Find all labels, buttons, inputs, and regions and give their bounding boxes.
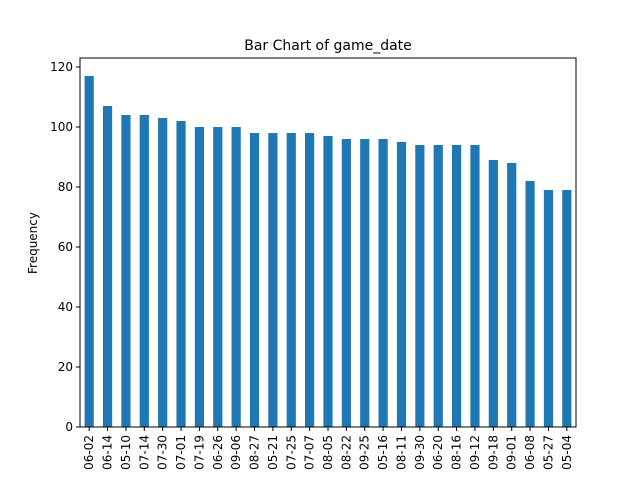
y-tick-label: 80 [58, 180, 73, 194]
x-axis: 06-02 06-14 05-10 07-14 07-30 07-01 07-19 06-26… [82, 427, 574, 470]
bar-07-07 [305, 133, 315, 427]
bar-08-16 [452, 145, 462, 427]
x-tick-label: 09-25 [358, 435, 372, 470]
x-tick-label: 06-02 [82, 435, 96, 470]
y-tick-label: 100 [50, 120, 73, 134]
y-tick-label: 120 [50, 60, 73, 74]
x-tick-label: 08-16 [450, 435, 464, 470]
x-tick-label: 07-14 [137, 435, 151, 470]
x-tick-label: 07-07 [303, 435, 317, 470]
bar-08-05 [323, 136, 333, 427]
plot-frame [79, 57, 577, 428]
y-tick-label: 20 [58, 360, 73, 374]
bar-07-25 [286, 133, 296, 427]
bar-05-21 [268, 133, 278, 427]
bar-06-14 [102, 106, 113, 427]
bar-09-30 [415, 145, 425, 427]
bar-07-19 [194, 127, 204, 427]
bar-05-10 [121, 115, 131, 427]
x-tick-label: 09-18 [486, 435, 500, 470]
x-tick-label: 06-26 [211, 435, 225, 470]
bar-07-30 [158, 118, 168, 427]
x-tick-label: 05-04 [560, 435, 574, 470]
bar-08-22 [341, 139, 351, 427]
y-axis: 0 20 40 60 80 100 120 [50, 60, 80, 434]
bar-05-16 [378, 139, 388, 427]
bar-07-14 [139, 115, 149, 427]
x-tick-label: 08-27 [248, 435, 262, 470]
y-tick-label: 60 [58, 240, 73, 254]
bar-09-18 [488, 160, 498, 427]
x-tick-label: 06-14 [101, 435, 115, 470]
x-tick-label: 09-30 [413, 435, 427, 470]
x-tick-label: 05-10 [119, 435, 133, 470]
chart-title: Bar Chart of game_date [244, 38, 412, 54]
x-tick-label: 05-27 [541, 435, 555, 470]
x-tick-label: 07-30 [156, 435, 170, 470]
bar-06-26 [213, 127, 223, 427]
bars-group [84, 76, 572, 427]
bar-09-12 [470, 145, 480, 427]
bar-09-06 [231, 127, 241, 427]
x-tick-label: 09-01 [505, 435, 519, 470]
bar-08-11 [396, 142, 407, 427]
bar-06-20 [433, 145, 443, 427]
bar-06-08 [525, 181, 535, 427]
bar-05-04 [562, 190, 572, 427]
bar-08-27 [249, 133, 260, 427]
x-tick-label: 07-19 [192, 435, 206, 470]
bar-09-25 [360, 139, 370, 427]
x-tick-label: 09-12 [468, 435, 482, 470]
bar-09-01 [507, 163, 517, 427]
x-tick-label: 05-16 [376, 435, 390, 470]
x-tick-label: 07-01 [174, 435, 188, 470]
x-tick-label: 08-22 [339, 435, 353, 470]
y-axis-label: Frequency [26, 212, 40, 274]
y-tick-label: 0 [65, 420, 73, 434]
bar-06-02 [84, 76, 94, 427]
x-tick-label: 05-21 [266, 435, 280, 470]
y-tick-label: 40 [58, 300, 73, 314]
x-tick-label: 08-05 [321, 435, 335, 470]
x-tick-label: 07-25 [284, 435, 298, 470]
x-tick-label: 06-20 [431, 435, 445, 470]
x-tick-label: 06-08 [523, 435, 537, 470]
x-tick-label: 09-06 [229, 435, 243, 470]
bar-07-01 [176, 121, 186, 427]
x-tick-label: 08-11 [394, 435, 408, 470]
bar-05-27 [543, 190, 554, 427]
